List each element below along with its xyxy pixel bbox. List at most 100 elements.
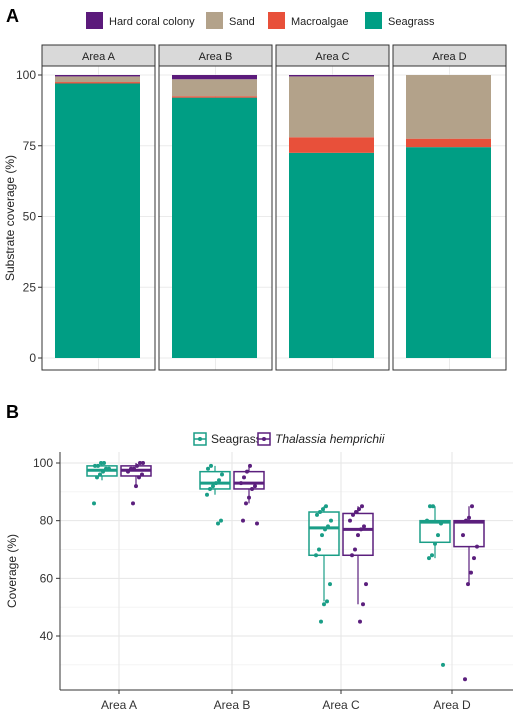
facet-strip-label: Area B bbox=[199, 51, 233, 63]
data-point bbox=[255, 521, 259, 526]
facet-strip-label: Area A bbox=[82, 51, 116, 63]
facet-border bbox=[41, 65, 156, 371]
bar-segment-seagrass bbox=[406, 147, 491, 358]
data-point bbox=[211, 484, 215, 489]
data-point bbox=[132, 466, 136, 471]
data-point bbox=[461, 533, 465, 538]
legend-label: Seagrass bbox=[211, 432, 262, 446]
data-point bbox=[325, 599, 329, 604]
y-axis-label-a: Substrate coverage (%) bbox=[3, 155, 17, 281]
legend-item-seagrass: Seagrass bbox=[193, 432, 262, 446]
data-point bbox=[315, 512, 319, 517]
data-point bbox=[323, 527, 327, 532]
data-point bbox=[93, 463, 97, 468]
data-point bbox=[321, 507, 325, 512]
data-point bbox=[353, 547, 357, 552]
data-point bbox=[436, 533, 440, 538]
data-point bbox=[205, 492, 209, 497]
box-area-b-seagrass bbox=[199, 463, 231, 526]
facet-border bbox=[392, 65, 507, 371]
data-point bbox=[317, 547, 321, 552]
data-point bbox=[126, 469, 130, 474]
data-point bbox=[245, 469, 249, 474]
legend-b: Seagrass Thalassia hemprichii bbox=[193, 432, 385, 446]
legend-swatch bbox=[86, 12, 103, 29]
bar-segment-hard-coral-colony bbox=[172, 75, 257, 80]
data-point bbox=[216, 521, 220, 526]
data-point bbox=[358, 619, 362, 624]
x-tick-label: Area B bbox=[214, 698, 251, 712]
data-point bbox=[214, 481, 218, 486]
data-point bbox=[239, 481, 243, 486]
data-point bbox=[220, 472, 224, 477]
bar-segment-macroalgae bbox=[172, 96, 257, 98]
facet-area-a: Area A bbox=[41, 44, 156, 371]
bar-segment-macroalgae bbox=[55, 82, 140, 84]
box-iqr bbox=[308, 511, 340, 557]
data-point bbox=[314, 553, 318, 558]
y-tick-label: 25 bbox=[23, 280, 37, 294]
y-tick-label: 50 bbox=[23, 210, 37, 224]
data-point bbox=[102, 461, 106, 465]
data-point bbox=[208, 486, 212, 491]
box-iqr bbox=[199, 470, 231, 490]
data-point bbox=[351, 512, 355, 517]
y-ticks-b: 40 60 80 100 bbox=[33, 456, 60, 643]
facet-border bbox=[275, 65, 390, 371]
y-ticks-a: 0 25 50 75 100 bbox=[16, 68, 42, 365]
panel-label-a: A bbox=[6, 6, 19, 26]
facet-area-d: Area D bbox=[392, 44, 507, 371]
data-point bbox=[322, 602, 326, 607]
box-area-c-thalassia-hemprichii bbox=[342, 504, 374, 624]
panel-b: B Seagrass Thalassia hemprichii 40 60 80 100… bbox=[5, 402, 513, 712]
facet-area-c: Area C bbox=[275, 44, 390, 371]
legend-item-thalassia-hemprichii: Thalassia hemprichii bbox=[257, 432, 385, 446]
data-point bbox=[326, 524, 330, 529]
data-point bbox=[96, 463, 100, 468]
data-point bbox=[463, 677, 467, 682]
bar-segment-sand bbox=[55, 76, 140, 83]
box-area-b-thalassia-hemprichii bbox=[233, 463, 265, 526]
data-point bbox=[242, 475, 246, 480]
data-point bbox=[104, 466, 108, 471]
data-point bbox=[329, 518, 333, 523]
legend-item-seagrass: Seagrass bbox=[365, 12, 435, 29]
plot-area-b bbox=[60, 452, 513, 690]
data-point bbox=[469, 570, 473, 575]
data-point bbox=[467, 515, 471, 520]
data-point bbox=[134, 484, 138, 489]
bar-segment-seagrass bbox=[172, 97, 257, 358]
box-area-d-thalassia-hemprichii bbox=[453, 504, 485, 682]
data-point bbox=[140, 472, 144, 477]
y-tick-label: 0 bbox=[29, 351, 36, 365]
box-iqr bbox=[342, 512, 374, 557]
data-point bbox=[217, 478, 221, 483]
panel-label-b: B bbox=[6, 402, 19, 422]
data-point bbox=[361, 602, 365, 607]
legend-a: Hard coral colony Sand Macroalgae Seagrass bbox=[86, 12, 435, 29]
y-tick-label: 60 bbox=[40, 571, 54, 585]
data-point bbox=[427, 556, 431, 561]
x-tick-label: Area A bbox=[101, 698, 137, 712]
y-tick-label: 100 bbox=[16, 68, 36, 82]
x-tick-label: Area C bbox=[322, 698, 360, 712]
box-iqr bbox=[453, 519, 485, 548]
data-point bbox=[219, 518, 223, 523]
bar-segment-hard-coral-colony bbox=[289, 75, 374, 77]
data-point bbox=[350, 553, 354, 558]
bar-segment-hard-coral-colony bbox=[55, 75, 140, 77]
x-tick-label: Area D bbox=[433, 698, 471, 712]
data-point bbox=[244, 501, 248, 506]
box-iqr bbox=[233, 470, 265, 490]
data-point bbox=[425, 518, 429, 523]
y-tick-label: 100 bbox=[33, 456, 53, 470]
data-point bbox=[439, 521, 443, 526]
data-point bbox=[248, 463, 252, 468]
data-point bbox=[359, 527, 363, 532]
bar-segment-macroalgae bbox=[406, 138, 491, 148]
facet-strip-label: Area C bbox=[315, 51, 349, 63]
bar-segment-macroalgae bbox=[289, 137, 374, 153]
legend-label: Seagrass bbox=[388, 16, 435, 28]
data-point bbox=[98, 472, 102, 477]
